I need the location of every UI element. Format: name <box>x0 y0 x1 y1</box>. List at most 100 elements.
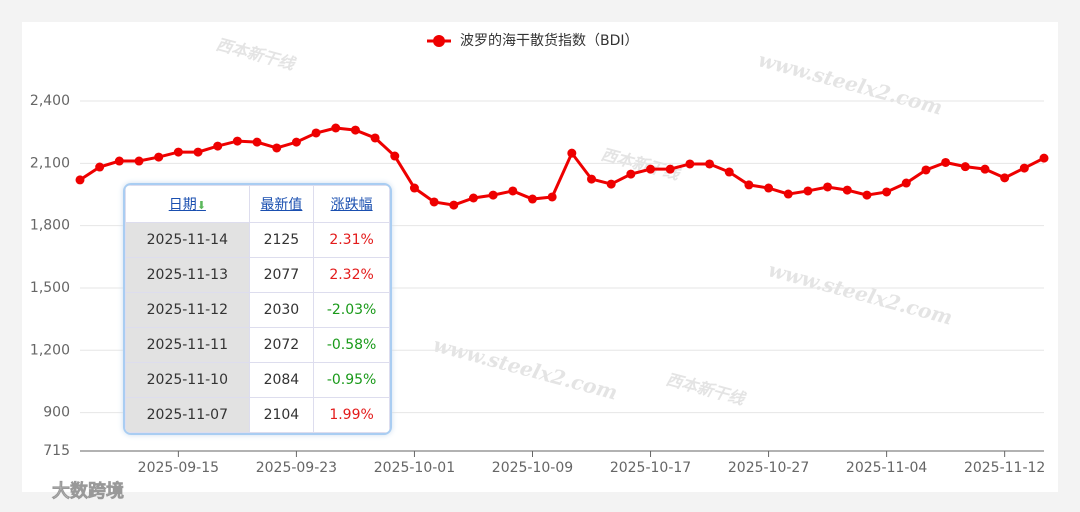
data-point <box>980 164 990 174</box>
y-tick-label: 1,500 <box>30 280 70 296</box>
table-cell: 2.31% <box>313 222 390 258</box>
table-cell: 2077 <box>248 257 315 293</box>
header-cell[interactable]: 日期⬇ <box>125 185 250 223</box>
table-cell: -0.95% <box>313 362 390 398</box>
data-point <box>252 137 262 147</box>
data-point <box>527 194 537 204</box>
watermark: 西本新干线 <box>599 145 683 185</box>
header-row: 日期⬇ 最新值 涨跌幅 <box>125 185 390 223</box>
table-row: 2025-11-14 2125 2.31% <box>125 222 390 258</box>
data-point <box>75 175 85 185</box>
data-point <box>370 133 380 143</box>
table-cell: 2025-11-07 <box>125 397 250 433</box>
data-point <box>468 193 478 203</box>
data-point <box>291 137 301 147</box>
data-point <box>803 186 813 196</box>
y-tick-label: 1,800 <box>30 218 70 234</box>
x-tick-label: 2025-11-12 <box>964 460 1045 476</box>
table-cell: 2025-11-13 <box>125 257 250 293</box>
header-cell[interactable]: 最新值 <box>248 185 315 223</box>
table-cell: 2030 <box>248 292 315 328</box>
x-tick-label: 2025-10-17 <box>610 460 691 476</box>
data-point <box>921 165 931 175</box>
x-tick-label: 2025-10-09 <box>492 460 573 476</box>
data-point <box>567 148 577 158</box>
watermark: www.steelx2.com <box>431 332 620 404</box>
logo: 大数跨境 <box>52 480 124 502</box>
data-point <box>547 192 557 202</box>
x-tick-label: 2025-10-27 <box>728 460 809 476</box>
data-point <box>331 123 341 133</box>
data-point <box>744 180 754 190</box>
data-point <box>1039 153 1049 163</box>
data-point <box>409 183 419 193</box>
table-cell: -0.58% <box>313 327 390 363</box>
table-cell: 2025-11-12 <box>125 292 250 328</box>
table-cell: 2025-11-10 <box>125 362 250 398</box>
data-point <box>901 178 911 188</box>
data-point <box>114 156 124 166</box>
table-cell: 2025-11-11 <box>125 327 250 363</box>
data-point <box>626 169 636 179</box>
data-table: 日期⬇ 最新值 涨跌幅 2025-11-14 2125 2.31% 2025-11-13 20… <box>123 183 392 435</box>
x-tick-label: 2025-09-15 <box>138 460 219 476</box>
data-point <box>350 125 360 135</box>
data-point <box>154 152 164 162</box>
table-cell: 2125 <box>248 222 315 258</box>
table-cell: -2.03% <box>313 292 390 328</box>
data-point <box>941 157 951 167</box>
table: 日期⬇ 最新值 涨跌幅 2025-11-14 2125 2.31% 2025-11-13 20… <box>125 185 390 433</box>
y-tick-label: 2,100 <box>30 155 70 171</box>
data-point <box>823 182 833 192</box>
data-point <box>882 187 892 197</box>
data-point <box>193 147 203 157</box>
table-row: 2025-11-13 2077 2.32% <box>125 257 390 293</box>
watermark: 西本新干线 <box>664 370 748 410</box>
data-point <box>705 159 715 169</box>
data-point <box>213 141 223 151</box>
data-point <box>390 151 400 161</box>
y-tick-label: 2,400 <box>30 93 70 109</box>
data-point <box>1000 173 1010 183</box>
table-row: 2025-11-10 2084 -0.95% <box>125 362 390 398</box>
data-point <box>646 164 656 174</box>
table-cell: 2.32% <box>313 257 390 293</box>
data-point <box>960 162 970 172</box>
data-point <box>1019 163 1029 173</box>
x-tick-label: 2025-10-01 <box>374 460 455 476</box>
table-row: 2025-11-07 2104 1.99% <box>125 397 390 433</box>
watermark: www.steelx2.com <box>766 257 955 329</box>
table-cell: 2084 <box>248 362 315 398</box>
table-cell: 1.99% <box>313 397 390 433</box>
data-point <box>764 183 774 193</box>
data-point <box>134 156 144 166</box>
data-point <box>429 197 439 207</box>
data-point <box>724 167 734 177</box>
y-tick-label: 1,200 <box>30 342 70 358</box>
data-point <box>606 179 616 189</box>
legend-marker <box>433 35 445 47</box>
table-row: 2025-11-12 2030 -2.03% <box>125 292 390 328</box>
table-cell: 2104 <box>248 397 315 433</box>
legend-label: 波罗的海干散货指数（BDI） <box>460 32 639 49</box>
watermark: 西本新干线 <box>214 35 298 75</box>
table-row: 2025-11-11 2072 -0.58% <box>125 327 390 363</box>
data-point <box>783 189 793 199</box>
x-tick-label: 2025-09-23 <box>256 460 337 476</box>
data-point <box>685 159 695 169</box>
data-point <box>587 174 597 184</box>
table-cell: 2025-11-14 <box>125 222 250 258</box>
y-tick-label: 900 <box>43 405 70 421</box>
data-point <box>173 147 183 157</box>
sort-icon[interactable]: ⬇ <box>196 199 206 212</box>
y-tick-label: 715 <box>43 443 70 459</box>
data-point <box>95 162 105 172</box>
data-point <box>665 164 675 174</box>
data-point <box>272 143 282 153</box>
data-point <box>508 186 518 196</box>
data-point <box>488 190 498 200</box>
header-cell[interactable]: 涨跌幅 <box>313 185 390 223</box>
watermark: www.steelx2.com <box>756 47 945 119</box>
